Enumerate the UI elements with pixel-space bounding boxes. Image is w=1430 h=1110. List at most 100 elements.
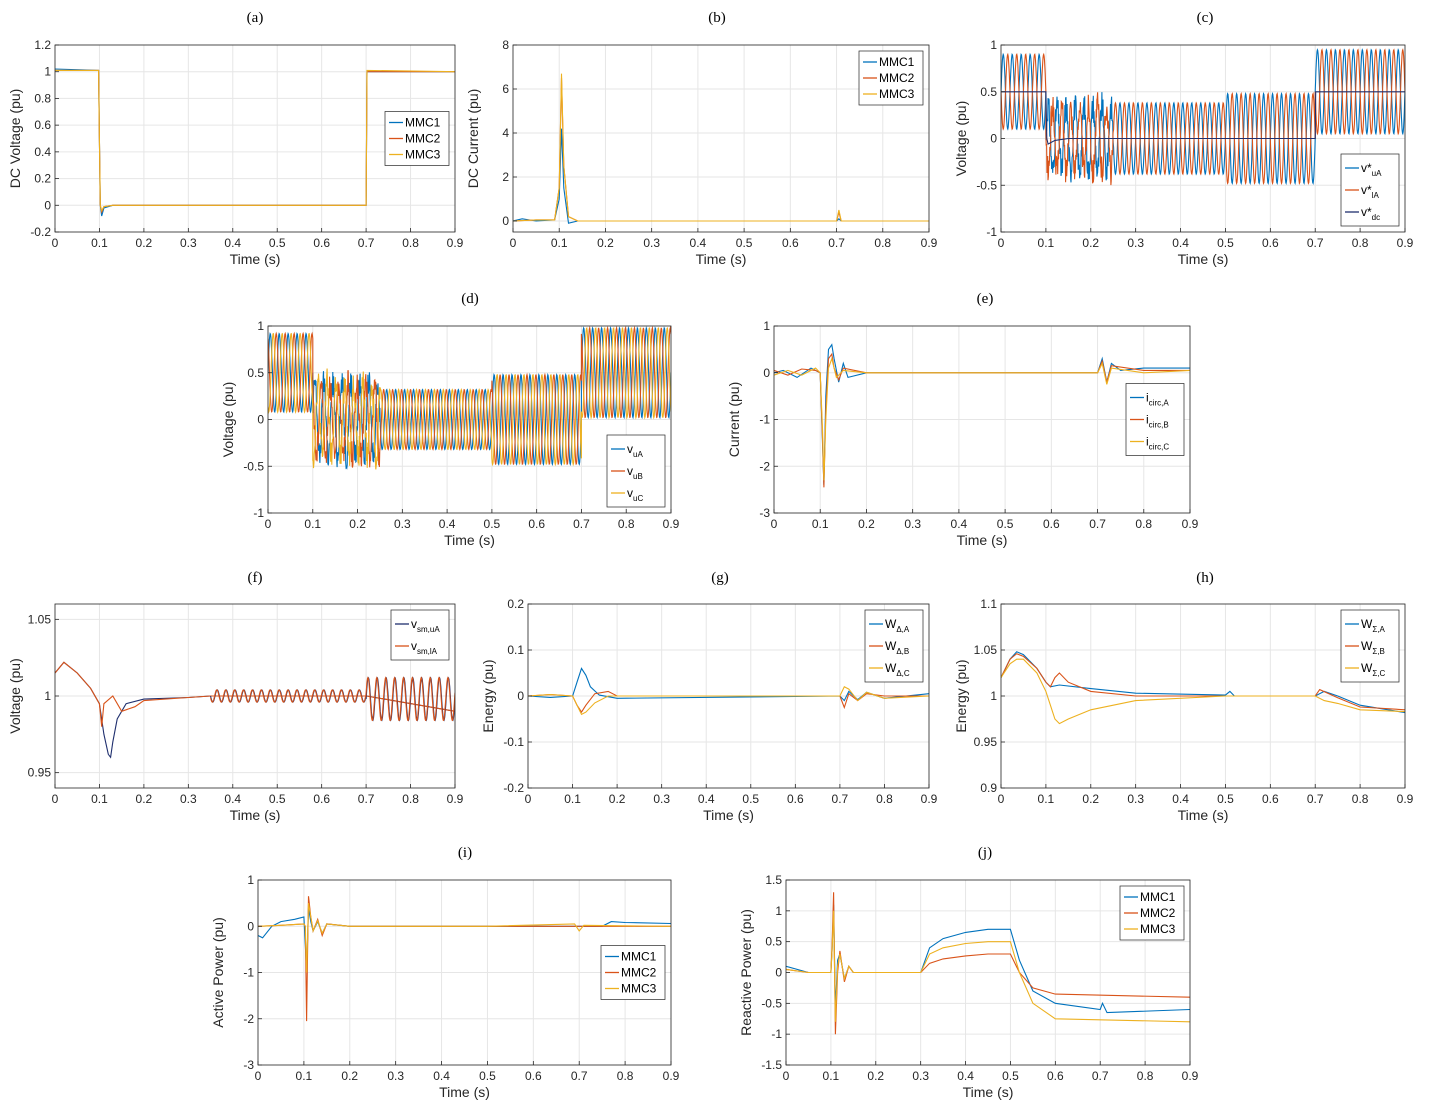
series-line: [55, 69, 455, 213]
panel-label: (g): [711, 570, 729, 586]
x-tick-label: 0.5: [736, 236, 753, 250]
panel-label: (e): [977, 291, 994, 307]
x-tick-label: 0.3: [904, 517, 921, 531]
x-tick-label: 0.6: [525, 1069, 542, 1083]
x-axis-label: Time (s): [444, 532, 495, 548]
series-group: [55, 661, 455, 759]
x-tick-label: 0.1: [91, 792, 108, 806]
y-tick-label: 0.2: [507, 597, 524, 611]
y-tick-label: 0.95: [28, 766, 52, 780]
x-tick-label: 0.3: [912, 1069, 929, 1083]
x-tick-label: 0.2: [349, 517, 366, 531]
x-tick-label: 0.3: [394, 517, 411, 531]
series-line: [513, 128, 929, 224]
x-tick-label: 0.6: [1262, 792, 1279, 806]
series-line: [55, 661, 455, 727]
legend-label: MMC2: [405, 132, 441, 146]
x-tick-label: 0.8: [1135, 517, 1152, 531]
x-tick-label: 0.6: [1262, 236, 1279, 250]
x-tick-label: 0.9: [663, 1069, 680, 1083]
x-tick-label: 0: [510, 236, 517, 250]
series-group: [513, 73, 929, 224]
legend-box: [390, 609, 450, 661]
chart-c: (c) 0 0.1 0.2 0.3 0.4 0.5 0.6 0.7 0.8 0.9 -1 -0.5 0 0.…: [953, 10, 1414, 267]
legend: MMC1 MMC2 MMC3: [600, 945, 666, 1000]
y-tick-label: -0.1: [503, 735, 524, 749]
chart-d: (d) 0 0.1 0.2 0.3 0.4 0.5 0.6 0.7 0.8 0.9 -1 -0.5 0 0.…: [220, 291, 680, 548]
y-axis-label: Active Power (pu): [210, 917, 226, 1027]
x-axis-label: Time (s): [230, 251, 281, 267]
y-tick-label: 1: [775, 904, 782, 918]
legend: icirc,A icirc,B icirc,C: [1125, 383, 1185, 456]
legend-box: [858, 50, 924, 106]
x-tick-label: 0: [998, 792, 1005, 806]
legend-label: MMC3: [621, 982, 657, 996]
legend-label: v*lA: [1361, 183, 1379, 200]
x-tick-label: 0.7: [828, 236, 845, 250]
x-axis-label: Time (s): [230, 807, 281, 823]
x-axis-label: Time (s): [1178, 251, 1229, 267]
y-tick-label: 0: [502, 214, 509, 228]
series-line: [528, 686, 929, 716]
x-tick-label: 0.3: [180, 236, 197, 250]
series-line: [513, 73, 929, 222]
y-axis-label: DC Current (pu): [465, 89, 481, 189]
y-tick-label: 2: [502, 170, 509, 184]
y-tick-label: -0.5: [976, 178, 997, 192]
y-tick-label: 0.5: [247, 366, 264, 380]
y-axis-label: Current (pu): [726, 382, 742, 457]
x-tick-label: 0.1: [296, 1069, 313, 1083]
legend-label: WΔ,B: [885, 639, 909, 656]
series-line: [268, 326, 671, 470]
y-tick-label: -0.2: [30, 225, 51, 239]
x-tick-label: 0.2: [597, 236, 614, 250]
y-tick-label: 0.5: [765, 935, 782, 949]
x-axis-label: Time (s): [1178, 807, 1229, 823]
x-tick-label: 0.1: [823, 1069, 840, 1083]
y-tick-label: 0.1: [507, 643, 524, 657]
chart-j: (j) 0 0.1 0.2 0.3 0.4 0.5 0.6 0.7 0.8 0.9 -1.5 -1 -0.…: [738, 845, 1199, 1100]
y-tick-label: 1: [763, 319, 770, 333]
x-tick-label: 0.2: [1082, 792, 1099, 806]
x-tick-label: 0.4: [224, 792, 241, 806]
y-tick-label: 0.9: [980, 781, 997, 795]
series-line: [1001, 653, 1405, 711]
y-tick-label: 1: [44, 689, 51, 703]
legend-label: icirc,C: [1146, 435, 1169, 452]
y-tick-label: 0: [247, 919, 254, 933]
y-tick-label: 0.4: [34, 145, 51, 159]
y-tick-label: 1: [44, 65, 51, 79]
x-tick-label: 0.3: [180, 792, 197, 806]
x-tick-label: 0.2: [609, 792, 626, 806]
x-tick-label: 0.5: [997, 517, 1014, 531]
x-tick-label: 0.9: [1182, 1069, 1199, 1083]
x-tick-label: 0.9: [447, 792, 464, 806]
y-tick-label: -1.5: [761, 1058, 782, 1072]
x-tick-label: 0.4: [1172, 792, 1189, 806]
y-tick-label: 0: [257, 413, 264, 427]
x-tick-label: 0.7: [1092, 1069, 1109, 1083]
x-tick-label: 0: [52, 792, 59, 806]
legend: v*uA v*lA v*dc: [1340, 153, 1400, 227]
x-axis-label: Time (s): [696, 251, 747, 267]
x-tick-label: 0: [255, 1069, 262, 1083]
y-tick-label: -1: [986, 225, 997, 239]
legend-label: v*uA: [1361, 161, 1382, 178]
x-tick-label: 0.8: [1352, 236, 1369, 250]
y-tick-label: 1.1: [980, 597, 997, 611]
x-tick-label: 0.8: [618, 517, 635, 531]
x-tick-label: 0.8: [1352, 792, 1369, 806]
x-tick-label: 0.5: [479, 1069, 496, 1083]
legend-label: vuC: [627, 486, 643, 503]
x-tick-label: 0.7: [573, 517, 590, 531]
x-tick-label: 0.8: [402, 792, 419, 806]
y-tick-label: -0.5: [243, 459, 264, 473]
series-group: [268, 326, 671, 470]
x-axis-label: Time (s): [957, 532, 1008, 548]
x-tick-label: 0.1: [91, 236, 108, 250]
x-tick-label: 0.5: [484, 517, 501, 531]
x-tick-label: 0.1: [304, 517, 321, 531]
x-tick-label: 0.6: [313, 792, 330, 806]
y-tick-label: 0: [775, 966, 782, 980]
y-tick-label: 1: [247, 873, 254, 887]
